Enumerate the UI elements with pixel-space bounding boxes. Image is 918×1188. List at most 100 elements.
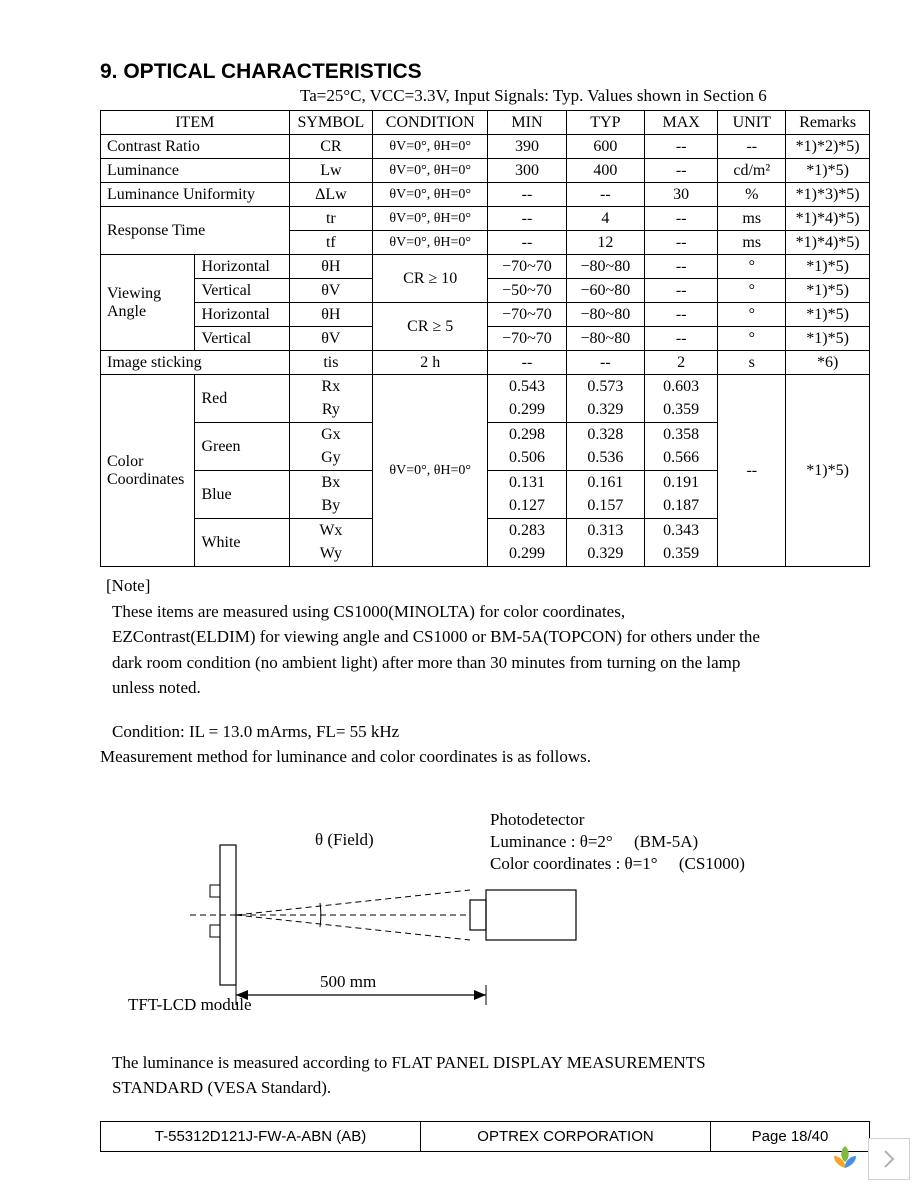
cell: *1)*5) bbox=[786, 303, 870, 327]
lum-spec: Luminance : θ=2° (BM-5A) bbox=[490, 832, 698, 852]
cell: -- bbox=[488, 231, 566, 255]
top-condition: Ta=25°C, VCC=3.3V, Input Signals: Typ. V… bbox=[300, 86, 868, 106]
cell: Gy bbox=[289, 447, 373, 471]
note-line: EZContrast(ELDIM) for viewing angle and … bbox=[112, 624, 868, 650]
cell: 0.543 bbox=[488, 375, 566, 399]
th-typ: TYP bbox=[566, 111, 644, 135]
cell: *1)*3)*5) bbox=[786, 183, 870, 207]
theta-label: θ (Field) bbox=[315, 830, 374, 850]
cell: 0.358 bbox=[645, 423, 718, 447]
measurement-line: Measurement method for luminance and col… bbox=[100, 744, 868, 770]
row-sticking: Image sticking tis 2 h -- -- 2 s *6) bbox=[101, 351, 870, 375]
cell: *1)*4)*5) bbox=[786, 231, 870, 255]
cell: 0.127 bbox=[488, 495, 566, 519]
cell: θV=0°, θH=0° bbox=[373, 183, 488, 207]
cell: *1)*5) bbox=[786, 279, 870, 303]
cell: Green bbox=[195, 423, 289, 471]
cell: -- bbox=[718, 375, 786, 567]
cell: 2 bbox=[645, 351, 718, 375]
cell: By bbox=[289, 495, 373, 519]
cell: Vertical bbox=[195, 279, 289, 303]
cell: Luminance Uniformity bbox=[101, 183, 290, 207]
cell: θV=0°, θH=0° bbox=[373, 231, 488, 255]
luminance-text: The luminance is measured according to F… bbox=[112, 1050, 868, 1076]
cell: *1)*5) bbox=[786, 255, 870, 279]
cell: s bbox=[718, 351, 786, 375]
cell: Wy bbox=[289, 543, 373, 567]
cell: 400 bbox=[566, 159, 644, 183]
cell: 12 bbox=[566, 231, 644, 255]
cell: 390 bbox=[488, 135, 566, 159]
row-luminance: Luminance Lw θV=0°, θH=0° 300 400 -- cd/… bbox=[101, 159, 870, 183]
cell: 30 bbox=[645, 183, 718, 207]
luminance-text: STANDARD (VESA Standard). bbox=[112, 1075, 868, 1101]
cell: *1)*5) bbox=[786, 327, 870, 351]
cell: 0.536 bbox=[566, 447, 644, 471]
cell: Rx bbox=[289, 375, 373, 399]
cell: θV=0°, θH=0° bbox=[373, 375, 488, 567]
cell: 2 h bbox=[373, 351, 488, 375]
cell: White bbox=[195, 519, 289, 567]
row-contrast: Contrast Ratio CR θV=0°, θH=0° 390 600 -… bbox=[101, 135, 870, 159]
cell: θV bbox=[289, 327, 373, 351]
cell: -- bbox=[645, 159, 718, 183]
cell: 0.299 bbox=[488, 399, 566, 423]
cell: cd/m² bbox=[718, 159, 786, 183]
cell: −80~80 bbox=[566, 303, 644, 327]
cell: ms bbox=[718, 231, 786, 255]
cell: 0.191 bbox=[645, 471, 718, 495]
th-unit: UNIT bbox=[718, 111, 786, 135]
cell: -- bbox=[645, 135, 718, 159]
cell: Viewing Angle bbox=[101, 255, 195, 351]
cell: 0.298 bbox=[488, 423, 566, 447]
cell: −80~80 bbox=[566, 327, 644, 351]
cell: -- bbox=[645, 303, 718, 327]
cell: Bx bbox=[289, 471, 373, 495]
cell: -- bbox=[645, 231, 718, 255]
optical-characteristics-table: ITEM SYMBOL CONDITION MIN TYP MAX UNIT R… bbox=[100, 110, 870, 567]
row-uniformity: Luminance Uniformity ΔLw θV=0°, θH=0° --… bbox=[101, 183, 870, 207]
chevron-right-icon bbox=[882, 1149, 896, 1169]
row-va-h2: Horizontal θH CR ≥ 5 −70~70 −80~80 -- ° … bbox=[101, 303, 870, 327]
cell: -- bbox=[645, 279, 718, 303]
next-page-button[interactable] bbox=[868, 1138, 910, 1180]
cell: θV bbox=[289, 279, 373, 303]
cell: −70~70 bbox=[488, 255, 566, 279]
cell: % bbox=[718, 183, 786, 207]
section-heading: 9. OPTICAL CHARACTERISTICS bbox=[100, 60, 868, 84]
measurement-diagram: θ (Field) Photodetector Luminance : θ=2°… bbox=[120, 800, 820, 1030]
cell: Contrast Ratio bbox=[101, 135, 290, 159]
footer-table: T-55312D121J-FW-A-ABN (AB) OPTREX CORPOR… bbox=[100, 1121, 870, 1152]
th-item: ITEM bbox=[101, 111, 290, 135]
cell: Image sticking bbox=[101, 351, 290, 375]
cell: Red bbox=[195, 375, 289, 423]
row-cc-red-x: Color Coordinates Red Rx θV=0°, θH=0° 0.… bbox=[101, 375, 870, 399]
cell: -- bbox=[566, 183, 644, 207]
cell: 0.506 bbox=[488, 447, 566, 471]
cell: 0.157 bbox=[566, 495, 644, 519]
cell: Blue bbox=[195, 471, 289, 519]
cell: 0.343 bbox=[645, 519, 718, 543]
cell: θV=0°, θH=0° bbox=[373, 207, 488, 231]
cell: *1)*5) bbox=[786, 159, 870, 183]
cell: *1)*4)*5) bbox=[786, 207, 870, 231]
cell: −60~80 bbox=[566, 279, 644, 303]
cell: 4 bbox=[566, 207, 644, 231]
cell: Gx bbox=[289, 423, 373, 447]
photodetector-label: Photodetector bbox=[490, 810, 584, 830]
cell: θH bbox=[289, 303, 373, 327]
th-symbol: SYMBOL bbox=[289, 111, 373, 135]
cell: ° bbox=[718, 327, 786, 351]
cell: Wx bbox=[289, 519, 373, 543]
cell: −70~70 bbox=[488, 327, 566, 351]
cell: Color Coordinates bbox=[101, 375, 195, 567]
cell: ° bbox=[718, 279, 786, 303]
cell: 0.566 bbox=[645, 447, 718, 471]
row-va-h1: Viewing Angle Horizontal θH CR ≥ 10 −70~… bbox=[101, 255, 870, 279]
cell: Luminance bbox=[101, 159, 290, 183]
cell: θV=0°, θH=0° bbox=[373, 135, 488, 159]
th-condition: CONDITION bbox=[373, 111, 488, 135]
cell: *1)*2)*5) bbox=[786, 135, 870, 159]
cell: 0.161 bbox=[566, 471, 644, 495]
cell: 0.131 bbox=[488, 471, 566, 495]
